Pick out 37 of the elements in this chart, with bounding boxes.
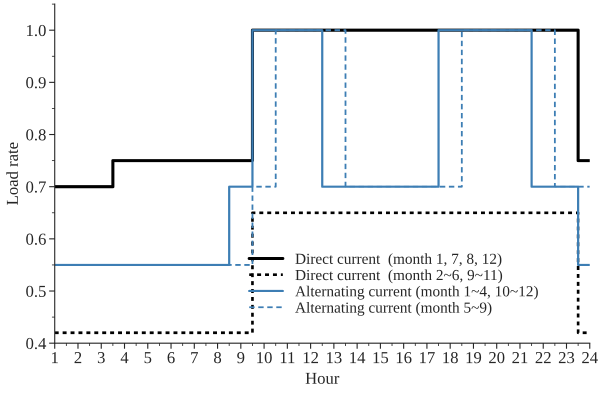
x-axis-title: Hour bbox=[306, 372, 340, 384]
y-tick-label: 0.7 bbox=[26, 181, 46, 193]
x-tick-label: 16 bbox=[396, 352, 412, 364]
x-tick-label: 2 bbox=[74, 352, 82, 364]
x-tick-label: 6 bbox=[168, 352, 175, 364]
x-tick-label: 21 bbox=[512, 352, 528, 364]
y-tick-label: 1.0 bbox=[27, 24, 46, 36]
x-tick-label: 18 bbox=[443, 352, 458, 364]
x-tick-label: 20 bbox=[489, 352, 504, 364]
x-tick-label: 8 bbox=[214, 352, 222, 364]
y-axis-title: Load rate bbox=[6, 142, 18, 205]
y-tick-label: 0.9 bbox=[26, 77, 46, 88]
x-tick-label: 19 bbox=[466, 352, 482, 364]
x-tick-label: 11 bbox=[280, 352, 294, 364]
x-tick-label: 1 bbox=[52, 352, 58, 364]
x-tick-label: 14 bbox=[350, 352, 366, 364]
legend-label: Alternating current (month 5~9) bbox=[295, 302, 492, 316]
x-tick-label: 4 bbox=[120, 352, 128, 364]
x-tick-label: 24 bbox=[582, 352, 598, 364]
x-tick-label: 5 bbox=[144, 352, 152, 364]
x-tick-label: 17 bbox=[420, 352, 435, 364]
x-tick-label: 10 bbox=[257, 352, 272, 364]
legend-label: Alternating current (month 1~4, 10~12) bbox=[295, 286, 538, 300]
x-tick-label: 13 bbox=[327, 352, 342, 364]
x-tick-label: 7 bbox=[191, 352, 198, 364]
y-tick-label: 0.6 bbox=[26, 234, 46, 245]
y-tick-label: 0.8 bbox=[26, 129, 46, 141]
x-tick-label: 9 bbox=[237, 352, 244, 364]
x-tick-label: 15 bbox=[374, 352, 388, 364]
legend-label: Direct current (month 2~6, 9~11) bbox=[295, 269, 502, 284]
y-tick-label: 0.4 bbox=[26, 338, 46, 350]
legend-label: Direct current (month 1, 7, 8, 12) bbox=[295, 253, 502, 268]
x-tick-label: 22 bbox=[536, 352, 551, 364]
x-tick-label: 12 bbox=[304, 352, 318, 364]
x-tick-label: 23 bbox=[558, 352, 574, 364]
y-tick-label: 0.5 bbox=[26, 286, 46, 298]
x-tick-label: 3 bbox=[98, 352, 105, 364]
